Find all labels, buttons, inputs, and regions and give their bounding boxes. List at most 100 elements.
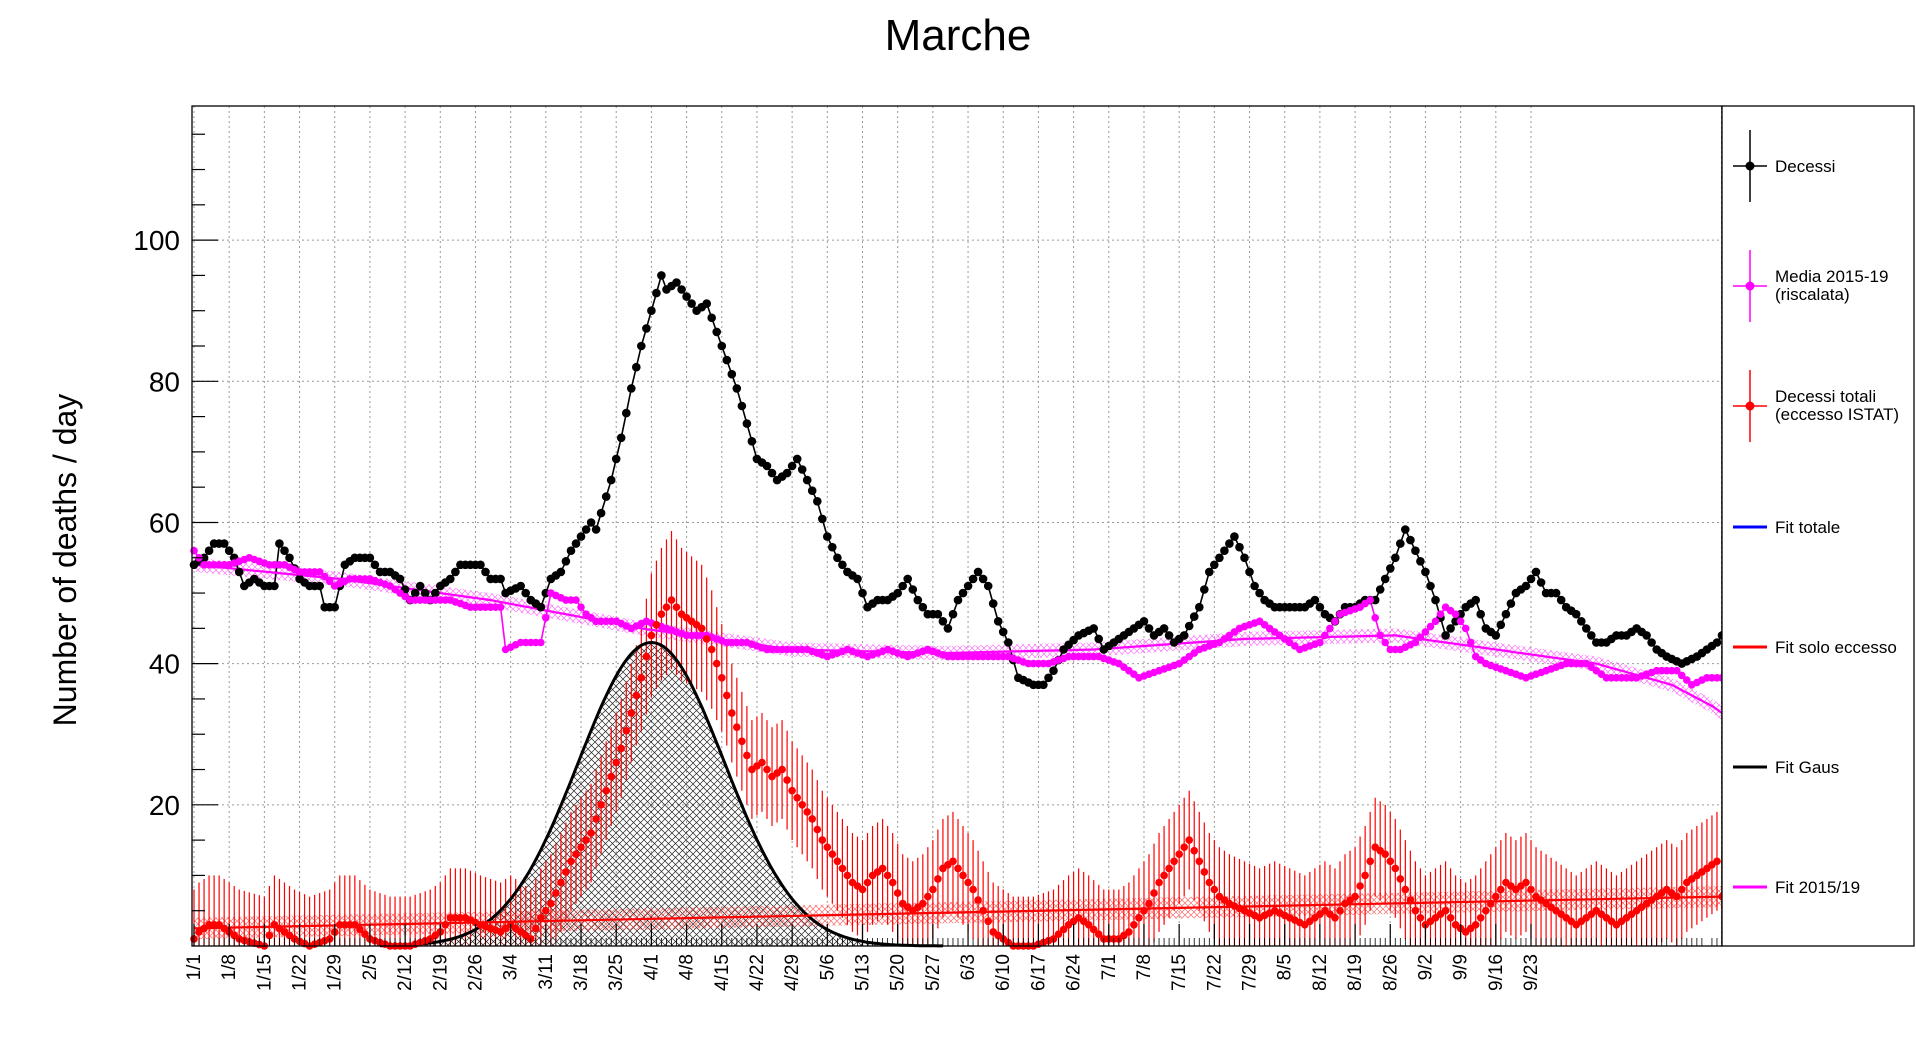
x-tick-label: 1/15 xyxy=(254,954,275,991)
decessi-point xyxy=(420,588,430,598)
eccesso-point xyxy=(667,596,676,604)
decessi-point xyxy=(968,574,978,584)
eccesso-point xyxy=(818,836,827,844)
decessi-point xyxy=(978,574,988,584)
eccesso-point xyxy=(642,652,651,661)
eccesso-point xyxy=(627,709,636,717)
eccesso-point xyxy=(1125,928,1133,936)
eccesso-point xyxy=(582,836,590,844)
media-point xyxy=(537,638,545,647)
grid xyxy=(192,106,1722,946)
decessi-point xyxy=(762,461,772,471)
eccesso-point xyxy=(1391,864,1400,873)
decessi-point xyxy=(1506,599,1516,608)
decessi-point xyxy=(516,581,525,591)
eccesso-point xyxy=(1497,885,1505,894)
decessi-point xyxy=(1310,595,1320,605)
decessi-point xyxy=(797,465,807,474)
decessi-point xyxy=(1220,546,1229,555)
series-points xyxy=(189,271,1727,950)
eccesso-point xyxy=(532,924,540,933)
decessi-point xyxy=(476,560,485,570)
y-tick-label: 80 xyxy=(149,366,180,397)
eccesso-point xyxy=(793,794,801,802)
eccesso-point xyxy=(1185,836,1193,844)
x-tick-label: 7/29 xyxy=(1240,954,1261,991)
decessi-point xyxy=(1315,602,1325,612)
media-point xyxy=(1678,671,1686,680)
eccesso-point xyxy=(893,889,902,897)
decessi-point xyxy=(767,468,777,478)
x-tick-label: 7/22 xyxy=(1204,954,1225,991)
media-point xyxy=(1381,638,1389,647)
decessi-point xyxy=(451,567,460,577)
eccesso-point xyxy=(733,723,741,731)
decessi-point xyxy=(943,624,953,633)
decessi-point xyxy=(637,341,646,351)
eccesso-point xyxy=(763,765,771,774)
fit-gaus-curve xyxy=(380,640,943,948)
decessi-point xyxy=(1642,631,1651,640)
media-point xyxy=(1416,633,1425,641)
eccesso-point xyxy=(1089,925,1098,934)
decessi-point xyxy=(431,588,440,598)
eccesso-point xyxy=(592,815,600,823)
decessi-point xyxy=(818,514,827,524)
media-point xyxy=(496,603,505,611)
decessi-point xyxy=(642,324,651,333)
eccesso-point xyxy=(612,758,620,767)
x-tick-label: 8/26 xyxy=(1380,954,1401,991)
media-point xyxy=(1376,631,1384,640)
fit_totale-legend-label: Fit totale xyxy=(1775,518,1840,537)
decessi-point xyxy=(657,271,666,280)
decessi-point xyxy=(1205,567,1214,577)
eccesso-point xyxy=(647,631,656,640)
decessi-point xyxy=(687,299,696,308)
decessi-point xyxy=(647,306,656,316)
decessi-point xyxy=(556,567,566,577)
y-tick-label: 20 xyxy=(149,790,180,821)
decessi-point xyxy=(813,497,822,506)
decessi-point xyxy=(838,560,847,570)
eccesso-point xyxy=(702,635,711,643)
decessi-point xyxy=(632,362,641,372)
decessi-point xyxy=(948,609,958,619)
decessi-point xyxy=(973,567,983,577)
media-point xyxy=(315,568,324,576)
eccesso-point xyxy=(1200,868,1209,876)
media-point xyxy=(190,546,198,555)
eccesso-point xyxy=(1130,921,1138,929)
x-tick-label: 4/29 xyxy=(782,954,803,991)
media-point xyxy=(1331,617,1339,626)
decessi-point xyxy=(672,278,681,287)
decessi-point xyxy=(1164,631,1174,640)
eccesso-point xyxy=(723,691,731,700)
eccesso-point xyxy=(949,857,957,866)
eccesso-point xyxy=(984,917,992,926)
eccesso-point xyxy=(959,871,967,880)
decessi-point xyxy=(792,454,802,464)
decessi-point xyxy=(446,574,455,584)
y-axis-label: Number of deaths / day xyxy=(47,394,83,727)
media-point xyxy=(1673,666,1681,675)
x-tick-label: 6/10 xyxy=(993,954,1014,991)
decessi-point xyxy=(707,313,716,323)
x-tick-label: 7/15 xyxy=(1169,954,1190,991)
decessi-point xyxy=(993,617,1003,626)
eccesso-point xyxy=(1411,906,1420,915)
decessi-point xyxy=(933,609,943,619)
eccesso-point xyxy=(758,758,766,767)
media-legend-marker xyxy=(1745,281,1755,291)
eccesso-point xyxy=(1190,846,1198,855)
eccesso-point xyxy=(823,843,832,851)
decessi-point xyxy=(903,574,912,584)
x-tick-label: 2/12 xyxy=(395,954,416,991)
decessi-point xyxy=(1556,595,1566,605)
eccesso-point xyxy=(351,921,359,929)
eccesso-point xyxy=(728,709,736,717)
eccesso-point xyxy=(1160,871,1168,880)
fit_gaus-legend-label: Fit Gaus xyxy=(1775,758,1839,777)
eccesso-point xyxy=(1416,914,1425,922)
eccesso-point xyxy=(537,914,545,922)
decessi-point xyxy=(496,574,505,584)
